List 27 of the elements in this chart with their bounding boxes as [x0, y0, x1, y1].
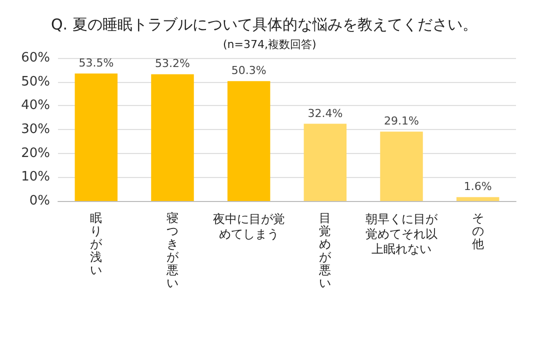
data-label: 1.6%: [464, 180, 492, 194]
bar: [227, 81, 270, 201]
y-tick-label: 40%: [21, 98, 50, 114]
data-label: 32.4%: [308, 106, 343, 120]
x-tick-label: 寝つきが悪い: [166, 211, 179, 290]
data-label: 53.5%: [78, 56, 114, 70]
chart-title: Q. 夏の睡眠トラブルについて具体的な悩みを教えてください。: [51, 16, 478, 34]
data-label: 29.1%: [384, 114, 419, 128]
x-tick-label: 夜中に目が覚めてしまう: [212, 212, 286, 242]
y-tick-label: 30%: [21, 122, 50, 137]
x-tick-label: その他: [471, 211, 484, 251]
bar: [304, 124, 347, 201]
x-tick-label: 眠りが浅い: [90, 211, 103, 277]
data-label: 53.2%: [155, 57, 190, 70]
y-tick-label: 20%: [21, 146, 50, 161]
x-tick-label: 朝早くに目が覚めてそれ以上眠れない: [364, 212, 438, 257]
x-tick-label: 目覚めが悪い: [318, 211, 332, 290]
data-label: 50.3%: [231, 64, 266, 78]
bar: [456, 197, 500, 201]
y-tick-label: 60%: [21, 50, 50, 66]
y-tick-label: 50%: [21, 74, 50, 90]
bar: [380, 132, 423, 201]
bar: [151, 74, 194, 201]
chart-subtitle: (n=374,複数回答): [223, 38, 316, 51]
y-tick-label: 10%: [21, 170, 50, 185]
bar: [74, 73, 118, 201]
y-tick-label: 0%: [29, 194, 50, 208]
